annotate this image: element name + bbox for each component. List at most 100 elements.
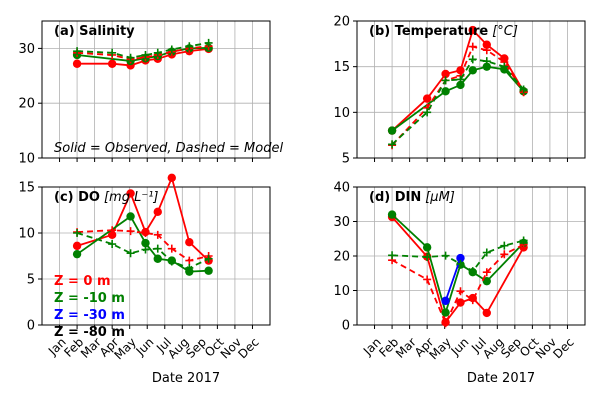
observed-point (441, 296, 450, 306)
model-point (141, 229, 150, 237)
panel-title-unit: [°C] (492, 24, 518, 39)
model-line (76, 232, 209, 269)
observed-point (441, 69, 450, 79)
y-tick-label: 10 (18, 152, 35, 167)
model-line (391, 45, 525, 146)
observed-point (441, 87, 450, 96)
model-point (388, 140, 397, 149)
grid (42, 21, 270, 159)
model-point (153, 48, 162, 57)
y-tick-label: 0 (27, 319, 35, 334)
model-point (153, 244, 162, 253)
axes-frame (356, 20, 586, 159)
model-point (126, 227, 135, 236)
model-point (185, 256, 194, 265)
model-point (423, 275, 432, 284)
observed-point (153, 207, 162, 217)
model-point (108, 48, 117, 57)
legend-entry: Z = -10 m (54, 291, 125, 306)
observed-point (387, 126, 397, 135)
observed-point (185, 238, 194, 247)
model-point (423, 108, 432, 117)
legend-entry: Z = -80 m (54, 325, 125, 340)
model-line (391, 243, 525, 326)
model-point (482, 46, 491, 55)
model-point (519, 85, 528, 94)
y-tick-label: 10 (333, 284, 350, 299)
model-point (108, 226, 117, 235)
model-point (204, 254, 213, 263)
y-tick-label: 5 (27, 273, 35, 288)
observed-point (204, 266, 213, 275)
model-point (73, 229, 82, 237)
model-point (441, 319, 450, 328)
legend-entry: Z = -30 m (54, 308, 125, 323)
model-point (388, 251, 397, 260)
x-tick-label: Dec (550, 335, 576, 361)
legend-note: Solid = Observed, Dashed = Model (54, 141, 283, 156)
y-tick-label: 15 (333, 60, 350, 75)
y-tick-label: 40 (333, 181, 350, 196)
model-point (126, 249, 135, 258)
model-point (141, 245, 150, 254)
model-point (204, 38, 213, 47)
model-point (423, 253, 432, 262)
x-axis-label: Date 2017 (152, 371, 220, 386)
panel-0: 10 20 30 (a) Salinity Solid = Observed, Dash… (18, 20, 283, 167)
observed-point (482, 40, 491, 49)
model-point (482, 57, 491, 66)
observed-point (456, 253, 465, 263)
axes-frame (41, 20, 271, 159)
model-point (185, 263, 194, 272)
observed-point (107, 230, 117, 240)
model-point (185, 42, 194, 51)
model-point (456, 287, 465, 296)
series-group (387, 25, 528, 150)
observed-point (141, 238, 150, 248)
series-group (72, 173, 213, 276)
panel-title-main: (b) Temperature (369, 24, 488, 39)
model-point (456, 259, 465, 268)
y-tick-label: 20 (333, 15, 350, 30)
model-point (126, 53, 135, 62)
observed-point (441, 308, 450, 317)
observed-point (126, 212, 135, 221)
observed-point (167, 173, 176, 182)
model-point (519, 236, 528, 245)
axes-frame (41, 186, 271, 326)
panel-1: 5 10 15 20 (b) Temperature [°C] (333, 15, 586, 167)
observed-point (468, 25, 477, 35)
model-point (441, 251, 450, 260)
y-tick-label: 10 (333, 106, 350, 121)
model-point (468, 267, 477, 276)
observed-point (422, 243, 432, 252)
series-group (387, 210, 528, 328)
panel-title: (d) DIN [μM] (369, 190, 455, 205)
model-point (141, 50, 150, 59)
y-tick-label: 5 (342, 152, 350, 167)
observed-point (482, 62, 491, 71)
model-point (500, 241, 509, 250)
legend-entry: Z = 0 m (54, 274, 111, 289)
y-tick-label: 0 (342, 319, 350, 334)
observed-point (387, 210, 397, 219)
panel-title-main: (d) DIN (369, 190, 421, 205)
observed-point (456, 298, 465, 307)
model-point (153, 230, 162, 239)
observed-point (422, 94, 432, 103)
y-tick-label: 30 (18, 42, 35, 57)
y-tick-label: 10 (18, 227, 35, 242)
observed-point (468, 66, 477, 75)
model-point (108, 240, 117, 249)
model-point (167, 257, 176, 266)
x-axis-label: Date 2017 (467, 371, 535, 386)
model-point (482, 268, 491, 277)
observed-point (482, 308, 491, 318)
model-point (167, 45, 176, 54)
observed-point (482, 276, 491, 286)
grid (357, 20, 585, 159)
model-point (468, 42, 477, 51)
y-tick-label: 15 (18, 181, 35, 196)
panel-title: (b) Temperature [°C] (369, 24, 518, 39)
x-tick-label: Dec (235, 335, 261, 361)
